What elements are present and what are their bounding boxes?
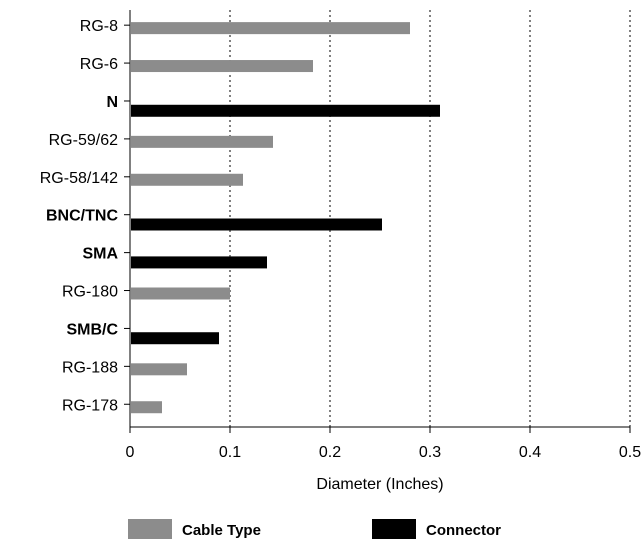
bar-bnc-tnc [131, 218, 382, 231]
x-tick-labels: 0 0.1 0.2 0.3 0.4 0.5 [126, 444, 642, 461]
category-label: RG-180 [62, 284, 118, 301]
bar-rg-188 [131, 363, 187, 376]
bar-rg-180 [131, 287, 230, 300]
x-tick-label: 0.5 [619, 444, 641, 461]
legend-label: Connector [426, 522, 501, 539]
legend-label: Cable Type [182, 522, 261, 539]
x-axis-title: Diameter (Inches) [316, 476, 443, 493]
legend: Cable Type Connector [128, 519, 501, 539]
legend-swatch [372, 519, 416, 539]
category-label: RG-6 [80, 56, 118, 73]
x-tick-label: 0.2 [319, 444, 341, 461]
bar-rg-6 [131, 60, 313, 73]
category-label: RG-188 [62, 359, 118, 376]
category-label: N [106, 94, 118, 111]
category-label: RG-178 [62, 397, 118, 414]
axes [129, 10, 630, 428]
legend-swatch [128, 519, 172, 539]
category-label: SMA [82, 246, 118, 263]
category-label: BNC/TNC [46, 208, 118, 225]
bar-rg-59-62 [131, 135, 273, 148]
x-tick-label: 0 [126, 444, 135, 461]
category-labels: RG-8 RG-6 N RG-59/62 RG-58/142 BNC/TNC SMA RG-1… [40, 18, 119, 414]
bar-rg-178 [131, 401, 162, 414]
bar-n [131, 104, 440, 117]
bar-rg-8 [131, 22, 410, 35]
grid-lines [129, 10, 631, 433]
x-tick-label: 0.1 [219, 444, 241, 461]
category-label: RG-59/62 [49, 132, 118, 149]
bars [124, 22, 440, 414]
category-label: RG-8 [80, 18, 118, 35]
x-tick-label: 0.3 [419, 444, 441, 461]
category-label: RG-58/142 [40, 170, 118, 187]
category-label: SMB/C [66, 321, 118, 338]
bar-rg-58-142 [131, 173, 243, 186]
bar-sma [131, 256, 267, 269]
x-tick-label: 0.4 [519, 444, 541, 461]
bar-smb-c [131, 332, 219, 345]
